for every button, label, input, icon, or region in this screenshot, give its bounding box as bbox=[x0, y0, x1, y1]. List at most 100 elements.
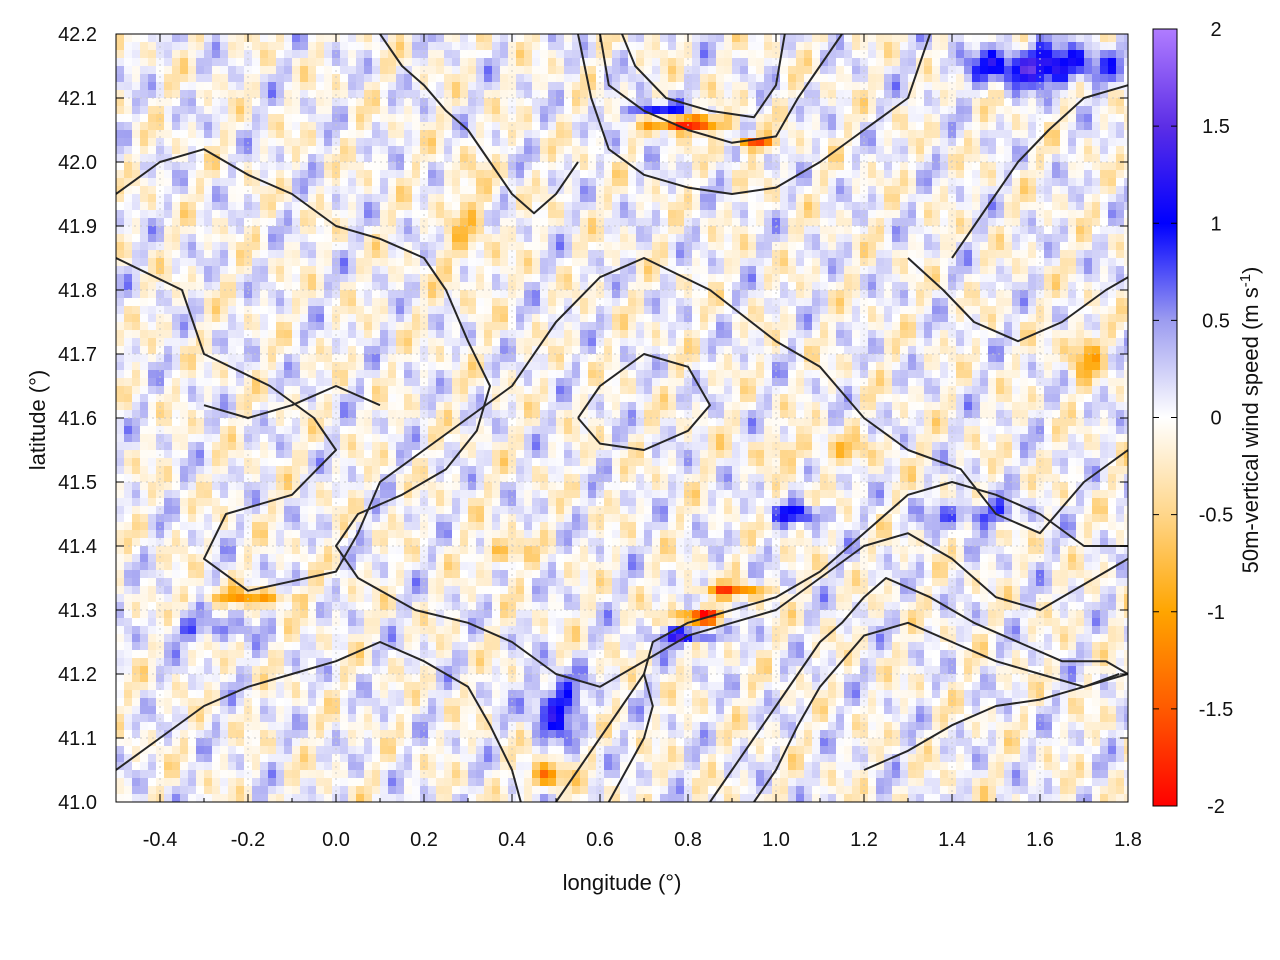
heatmap-cell bbox=[756, 226, 764, 234]
heatmap-cell bbox=[516, 114, 524, 122]
heatmap-cell bbox=[1084, 258, 1092, 266]
heatmap-cell bbox=[196, 194, 204, 202]
heatmap-cell bbox=[692, 138, 700, 146]
heatmap-cell bbox=[708, 42, 716, 50]
heatmap-cell bbox=[908, 50, 916, 58]
heatmap-cell bbox=[596, 202, 604, 210]
heatmap-cell bbox=[1116, 202, 1124, 210]
heatmap-cell bbox=[148, 170, 156, 178]
heatmap-cell bbox=[828, 146, 836, 154]
heatmap-cell bbox=[852, 74, 860, 82]
heatmap-cell bbox=[652, 58, 660, 66]
heatmap-cell bbox=[836, 170, 844, 178]
heatmap-cell bbox=[692, 258, 700, 266]
heatmap-cell bbox=[572, 146, 580, 154]
heatmap-cell bbox=[1012, 258, 1020, 266]
heatmap-cell bbox=[916, 130, 924, 138]
heatmap-cell bbox=[1116, 122, 1124, 130]
heatmap-cell bbox=[652, 258, 660, 266]
heatmap-cell bbox=[796, 146, 804, 154]
heatmap-cell bbox=[1076, 282, 1084, 290]
heatmap-cell bbox=[820, 170, 828, 178]
heatmap-cell bbox=[1124, 250, 1128, 258]
heatmap-cell bbox=[820, 178, 828, 186]
heatmap-cell bbox=[452, 330, 460, 338]
heatmap-cell bbox=[364, 138, 372, 146]
heatmap-cell bbox=[220, 34, 228, 42]
heatmap-cell bbox=[172, 298, 180, 306]
heatmap-cell bbox=[460, 210, 468, 218]
heatmap-cell bbox=[116, 178, 124, 186]
heatmap-cell bbox=[636, 138, 644, 146]
heatmap-cell bbox=[124, 98, 132, 106]
heatmap-cell bbox=[876, 186, 884, 194]
heatmap-cell bbox=[956, 106, 964, 114]
heatmap-cell bbox=[716, 234, 724, 242]
heatmap-cell bbox=[564, 138, 572, 146]
heatmap-cell bbox=[588, 106, 596, 114]
heatmap-cell bbox=[388, 306, 396, 314]
heatmap-cell bbox=[980, 58, 988, 66]
heatmap-cell bbox=[284, 298, 292, 306]
heatmap-cell bbox=[372, 194, 380, 202]
heatmap-cell bbox=[932, 58, 940, 66]
heatmap-cell bbox=[116, 74, 124, 82]
heatmap-cell bbox=[236, 226, 244, 234]
heatmap-cell bbox=[724, 106, 732, 114]
heatmap-cell bbox=[892, 50, 900, 58]
heatmap-cell bbox=[348, 66, 356, 74]
heatmap-cell bbox=[860, 274, 868, 282]
heatmap-cell bbox=[308, 322, 316, 330]
heatmap-cell bbox=[1044, 90, 1052, 98]
heatmap-cell bbox=[708, 330, 716, 338]
heatmap-cell bbox=[524, 242, 532, 250]
heatmap-cell bbox=[660, 258, 668, 266]
heatmap-cell bbox=[700, 338, 708, 346]
heatmap-cell bbox=[644, 202, 652, 210]
heatmap-cell bbox=[260, 138, 268, 146]
heatmap-cell bbox=[236, 82, 244, 90]
heatmap-cell bbox=[444, 34, 452, 42]
heatmap-cell bbox=[324, 186, 332, 194]
heatmap-cell bbox=[764, 114, 772, 122]
heatmap-cell bbox=[588, 42, 596, 50]
heatmap-cell bbox=[476, 58, 484, 66]
heatmap-cell bbox=[124, 306, 132, 314]
heatmap-cell bbox=[412, 122, 420, 130]
heatmap-cell bbox=[204, 322, 212, 330]
heatmap-cell bbox=[652, 42, 660, 50]
heatmap-cell bbox=[660, 138, 668, 146]
heatmap-cell bbox=[316, 90, 324, 98]
heatmap-cell bbox=[1108, 90, 1116, 98]
heatmap-cell bbox=[988, 98, 996, 106]
heatmap-cell bbox=[596, 322, 604, 330]
heatmap-cell bbox=[412, 290, 420, 298]
heatmap-cell bbox=[484, 290, 492, 298]
heatmap-cell bbox=[748, 106, 756, 114]
heatmap-cell bbox=[612, 146, 620, 154]
heatmap-cell bbox=[476, 266, 484, 274]
heatmap-cell bbox=[500, 322, 508, 330]
heatmap-cell bbox=[724, 146, 732, 154]
heatmap-cell bbox=[276, 122, 284, 130]
heatmap-cell bbox=[708, 186, 716, 194]
heatmap-cell bbox=[356, 330, 364, 338]
heatmap-cell bbox=[1108, 146, 1116, 154]
heatmap-cell bbox=[940, 226, 948, 234]
heatmap-cell bbox=[604, 34, 612, 42]
heatmap-cell bbox=[252, 34, 260, 42]
heatmap-cell bbox=[380, 74, 388, 82]
heatmap-cell bbox=[252, 290, 260, 298]
heatmap-cell bbox=[148, 298, 156, 306]
heatmap-cell bbox=[692, 154, 700, 162]
heatmap-cell bbox=[196, 250, 204, 258]
heatmap-cell bbox=[404, 186, 412, 194]
heatmap-cell bbox=[212, 170, 220, 178]
heatmap-cell bbox=[348, 282, 356, 290]
heatmap-cell bbox=[228, 282, 236, 290]
heatmap-cell bbox=[284, 162, 292, 170]
heatmap-cell bbox=[148, 34, 156, 42]
heatmap-cell bbox=[764, 42, 772, 50]
heatmap-cell bbox=[492, 258, 500, 266]
heatmap-cell bbox=[604, 290, 612, 298]
